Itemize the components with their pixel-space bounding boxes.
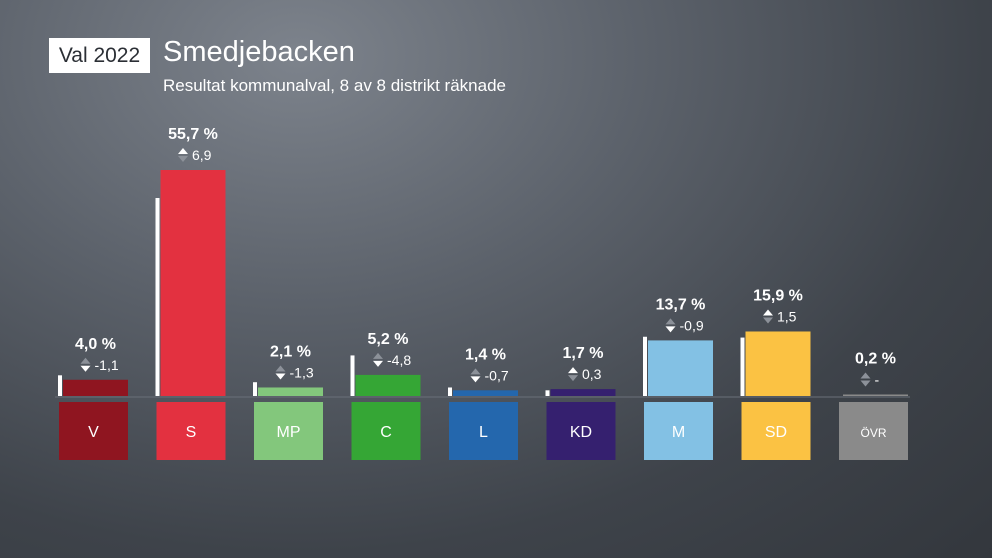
bar-s — [160, 170, 226, 396]
change-down-arrow-icon — [178, 156, 188, 162]
party-label-s: S — [186, 424, 197, 441]
previous-value-marker-m — [643, 336, 647, 396]
party-box-kd — [546, 402, 616, 460]
party-label-kd: KD — [570, 424, 592, 441]
previous-value-marker-l — [448, 387, 452, 396]
value-label-sd: 15,9 % — [753, 287, 803, 304]
party-label-c: C — [380, 424, 392, 441]
change-down-arrow-icon — [665, 326, 676, 333]
party-label-sd: SD — [765, 424, 787, 441]
change-up-arrow-icon — [275, 365, 286, 372]
change-down-arrow-icon — [470, 376, 481, 383]
change-up-arrow-icon — [860, 372, 871, 379]
previous-value-marker-c — [350, 355, 355, 396]
election-year-badge: Val 2022 — [49, 38, 150, 73]
value-label-v: 4,0 % — [75, 336, 116, 353]
bar-övr — [843, 394, 908, 396]
change-down-arrow-icon — [275, 373, 286, 380]
value-label-kd: 1,7 % — [563, 345, 604, 362]
value-label-mp: 2,1 % — [270, 343, 311, 360]
party-box-mp — [254, 402, 323, 460]
change-label-s: 6,9 — [192, 147, 212, 163]
change-label-c: -4,8 — [387, 352, 411, 368]
change-up-arrow-icon — [763, 309, 773, 316]
party-label-m: M — [672, 424, 685, 441]
previous-value-marker-v — [58, 375, 62, 396]
change-down-arrow-icon — [763, 317, 773, 324]
change-label-kd: 0,3 — [582, 366, 602, 382]
bar-m — [648, 340, 713, 396]
change-label-övr: - — [875, 372, 880, 388]
value-label-s: 55,7 % — [168, 126, 218, 143]
party-box-s — [156, 402, 226, 460]
change-down-arrow-icon — [568, 375, 578, 382]
previous-value-marker-sd — [740, 337, 745, 396]
page-subtitle: Resultat kommunalval, 8 av 8 distrikt rä… — [163, 76, 506, 95]
change-down-arrow-icon — [860, 380, 871, 387]
value-label-övr: 0,2 % — [855, 351, 896, 368]
change-label-v: -1,1 — [95, 357, 119, 373]
bar-c — [355, 374, 421, 396]
value-label-c: 5,2 % — [368, 331, 409, 348]
change-label-m: -0,9 — [680, 317, 704, 333]
party-box-sd — [741, 402, 811, 460]
party-label-l: L — [479, 424, 488, 441]
previous-value-marker-s — [155, 197, 160, 396]
party-label-mp: MP — [277, 424, 301, 441]
bar-v — [63, 379, 128, 396]
party-box-l — [449, 402, 518, 460]
change-down-arrow-icon — [373, 360, 383, 367]
bar-kd — [550, 389, 616, 396]
change-up-arrow-icon — [568, 367, 578, 374]
change-label-l: -0,7 — [485, 367, 509, 383]
party-label-v: V — [88, 424, 99, 441]
change-up-arrow-icon — [665, 318, 676, 325]
bar-mp — [258, 387, 323, 396]
page-title: Smedjebacken — [163, 36, 355, 68]
value-label-l: 1,4 % — [465, 346, 506, 363]
party-box-övr — [839, 402, 908, 460]
bar-sd — [745, 331, 811, 396]
party-box-v — [59, 402, 128, 460]
party-label-övr: ÖVR — [860, 426, 886, 440]
party-box-c — [351, 402, 421, 460]
change-label-sd: 1,5 — [777, 308, 797, 324]
change-up-arrow-icon — [470, 368, 481, 375]
change-label-mp: -1,3 — [290, 364, 314, 380]
change-up-arrow-icon — [373, 352, 383, 359]
bar-l — [453, 390, 518, 396]
previous-value-marker-kd — [545, 390, 550, 396]
party-box-m — [644, 402, 713, 460]
change-down-arrow-icon — [80, 365, 91, 372]
change-up-arrow-icon — [80, 357, 91, 364]
previous-value-marker-mp — [253, 382, 257, 396]
change-up-arrow-icon — [178, 148, 188, 154]
value-label-m: 13,7 % — [656, 296, 706, 313]
